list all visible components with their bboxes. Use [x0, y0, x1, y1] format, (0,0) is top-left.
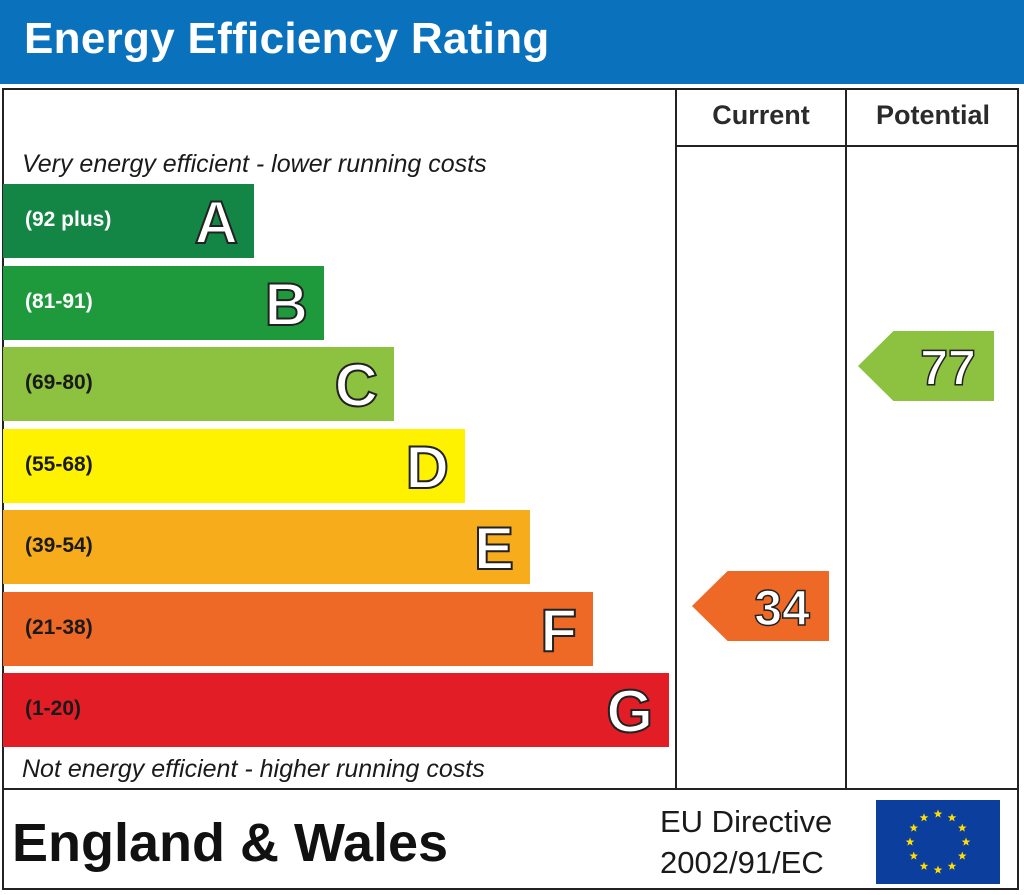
- eu-star-icon: [961, 837, 971, 846]
- band-range-label: (21-38): [25, 615, 93, 639]
- band-range-label: (1-20): [25, 697, 82, 720]
- current-rating-arrow: 34: [692, 571, 829, 641]
- footer-country: England & Wales: [12, 813, 449, 873]
- title-bar: Energy Efficiency Rating: [0, 0, 1024, 84]
- divider-current: [675, 88, 677, 790]
- band-letter: B: [264, 270, 309, 339]
- band-letter: A: [194, 188, 239, 257]
- eu-star-icon: [919, 861, 929, 870]
- band-range-label: (81-91): [25, 289, 93, 313]
- eu-star-icon: [957, 851, 967, 860]
- band-range-label: (92 plus): [25, 208, 112, 231]
- column-header-current: Current: [712, 100, 810, 130]
- potential-rating-value: 77: [919, 339, 976, 397]
- band-letter: E: [473, 514, 515, 583]
- eu-flag-icon: [876, 800, 1000, 884]
- eu-star-icon: [947, 861, 957, 870]
- eu-star-icon: [905, 837, 915, 846]
- eu-star-icon: [957, 823, 967, 832]
- band-letter: C: [334, 351, 379, 420]
- header-divider: [675, 145, 1019, 147]
- band-g: (1-20) G: [3, 673, 669, 747]
- eu-star-icon: [947, 813, 957, 822]
- band-range-label: (55-68): [25, 452, 93, 476]
- band-letter: F: [539, 596, 578, 665]
- eu-star-icon: [909, 823, 919, 832]
- caption-bottom: Not energy efficient - higher running co…: [22, 755, 485, 783]
- band-f: (21-38) F: [3, 591, 593, 666]
- chart-title: Energy Efficiency Rating: [24, 14, 550, 63]
- band-letter: D: [405, 433, 450, 502]
- divider-potential: [845, 88, 847, 790]
- band-range-label: (39-54): [25, 534, 93, 557]
- band-letter: G: [605, 677, 654, 746]
- eu-directive-label: EU Directive: [660, 804, 833, 839]
- eu-star-icon: [933, 809, 943, 818]
- eu-star-icon: [933, 865, 943, 874]
- band-c: (69-80) C: [3, 347, 394, 421]
- band-d: (55-68) D: [3, 428, 465, 503]
- current-rating-value: 34: [753, 579, 810, 637]
- band-a: (92 plus) A: [3, 184, 254, 258]
- eu-directive-number: 2002/91/EC: [660, 845, 824, 880]
- eu-stars: [905, 809, 971, 874]
- eu-star-icon: [919, 813, 929, 822]
- band-e: (39-54) E: [3, 510, 530, 584]
- column-header-potential: Potential: [875, 100, 990, 130]
- band-range-label: (69-80): [25, 371, 93, 394]
- eu-star-icon: [909, 851, 919, 860]
- band-b: (81-91) B: [3, 265, 324, 340]
- caption-top: Very energy efficient - lower running co…: [22, 150, 487, 178]
- footer-divider: [2, 788, 1019, 790]
